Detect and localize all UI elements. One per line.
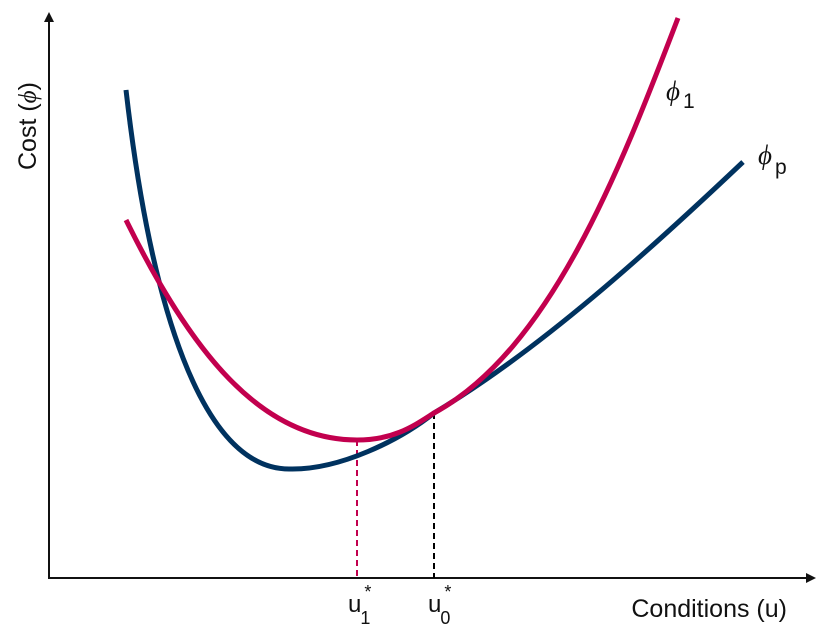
u1-base: u: [348, 591, 361, 618]
u1-star-label: u * 1: [348, 582, 371, 628]
u0-base: u: [428, 591, 441, 618]
y-axis-label-prefix: Cost (: [14, 103, 42, 170]
u0-superscript: *: [444, 582, 451, 602]
u1-subscript: 1: [360, 608, 370, 628]
u1-superscript: *: [364, 582, 371, 602]
phi-p-curve: [123, 89, 745, 472]
y-axis-label-symbol: ϕ: [15, 90, 42, 103]
phi-p-symbol: ϕ: [758, 140, 772, 170]
u0-star-label: u * 0: [428, 582, 451, 628]
phi-1-symbol: ϕ: [666, 76, 680, 106]
x-axis-label: Conditions (u): [631, 595, 787, 623]
y-axis-label-suffix: ): [14, 82, 42, 90]
phi-p-subscript: p: [775, 156, 787, 179]
phi-1-curve: [123, 17, 681, 443]
y-axis-label: Cost (ϕ): [14, 82, 42, 170]
u0-subscript: 0: [440, 608, 450, 628]
phi-1-subscript: 1: [683, 90, 695, 113]
